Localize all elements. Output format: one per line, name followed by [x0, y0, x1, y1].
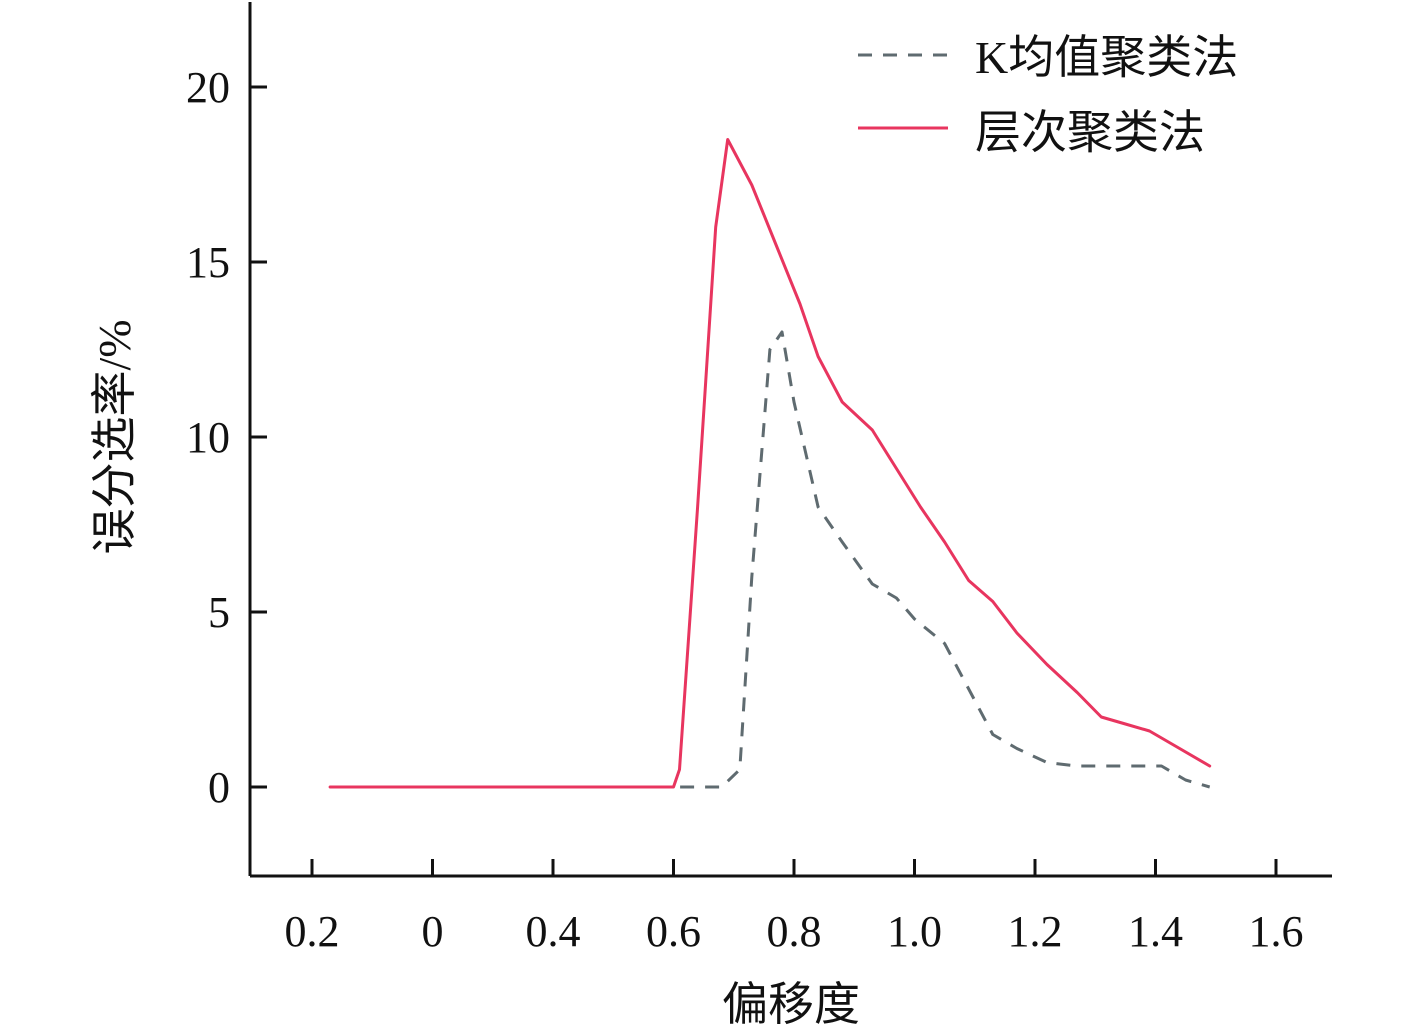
axes — [248, 2, 1332, 878]
x-tick-label: 0.8 — [767, 907, 822, 956]
x-tick-label: 1.4 — [1128, 907, 1183, 956]
x-tick-label: 0 — [422, 907, 444, 956]
y-tick-label: 5 — [208, 588, 230, 637]
x-ticks: 0.2 0 0.4 0.6 0.8 1.0 1.2 1.4 1.6 — [285, 859, 1304, 956]
legend-label-hierarchical: 层次聚类法 — [975, 107, 1205, 158]
y-tick-label: 0 — [208, 763, 230, 812]
x-tick-label: 1.0 — [887, 907, 942, 956]
x-tick-label: 0.2 — [285, 907, 340, 956]
series-line-hierarchical — [328, 138, 1212, 789]
x-tick-label: 1.6 — [1249, 907, 1304, 956]
series-line-kmeans — [330, 330, 1211, 789]
legend-label-kmeans: K均值聚类法 — [975, 32, 1238, 83]
y-axis-title: 误分选率/% — [89, 319, 140, 554]
legend: K均值聚类法 层次聚类法 — [858, 32, 1238, 158]
y-tick-label: 20 — [186, 63, 230, 112]
y-ticks: 0 5 10 15 20 — [186, 63, 267, 812]
series-layer — [328, 138, 1212, 789]
y-tick-label: 10 — [186, 413, 230, 462]
x-tick-label: 0.6 — [646, 907, 701, 956]
x-tick-label: 1.2 — [1008, 907, 1063, 956]
y-tick-label: 15 — [186, 238, 230, 287]
x-axis-title: 偏移度 — [722, 979, 860, 1030]
x-tick-label: 0.4 — [526, 907, 581, 956]
